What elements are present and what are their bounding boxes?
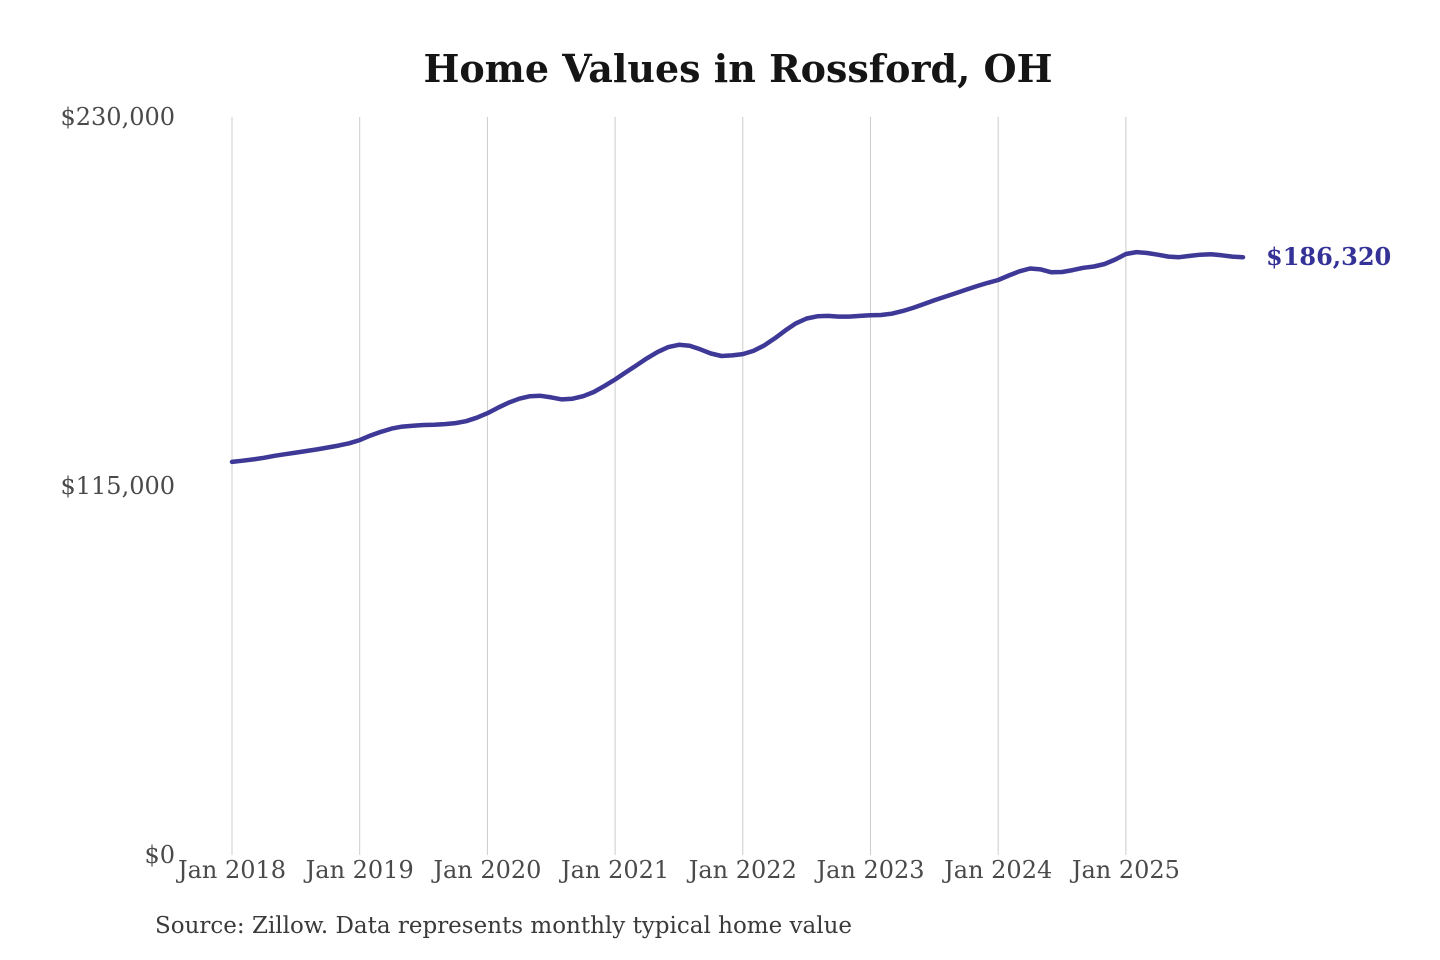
y-tick-label: $115,000 [60, 472, 175, 500]
x-tick-label: Jan 2025 [1071, 856, 1180, 884]
x-tick-label: Jan 2018 [177, 856, 287, 884]
y-tick-label: $0 [144, 841, 175, 869]
x-tick-label: Jan 2022 [688, 856, 797, 884]
x-tick-label: Jan 2024 [944, 856, 1053, 884]
source-note: Source: Zillow. Data represents monthly … [155, 913, 853, 939]
x-tick-label: Jan 2020 [433, 856, 542, 884]
x-tick-label: Jan 2021 [561, 856, 670, 884]
x-tick-label: Jan 2019 [305, 856, 414, 884]
latest-value-label: $186,320 [1266, 242, 1392, 272]
chart-title: Home Values in Rossford, OH [423, 46, 1053, 91]
x-tick-label: Jan 2023 [816, 856, 925, 884]
home-value-line [229, 249, 1246, 465]
y-tick-label: $230,000 [60, 103, 175, 131]
gridline-group [231, 117, 1127, 855]
